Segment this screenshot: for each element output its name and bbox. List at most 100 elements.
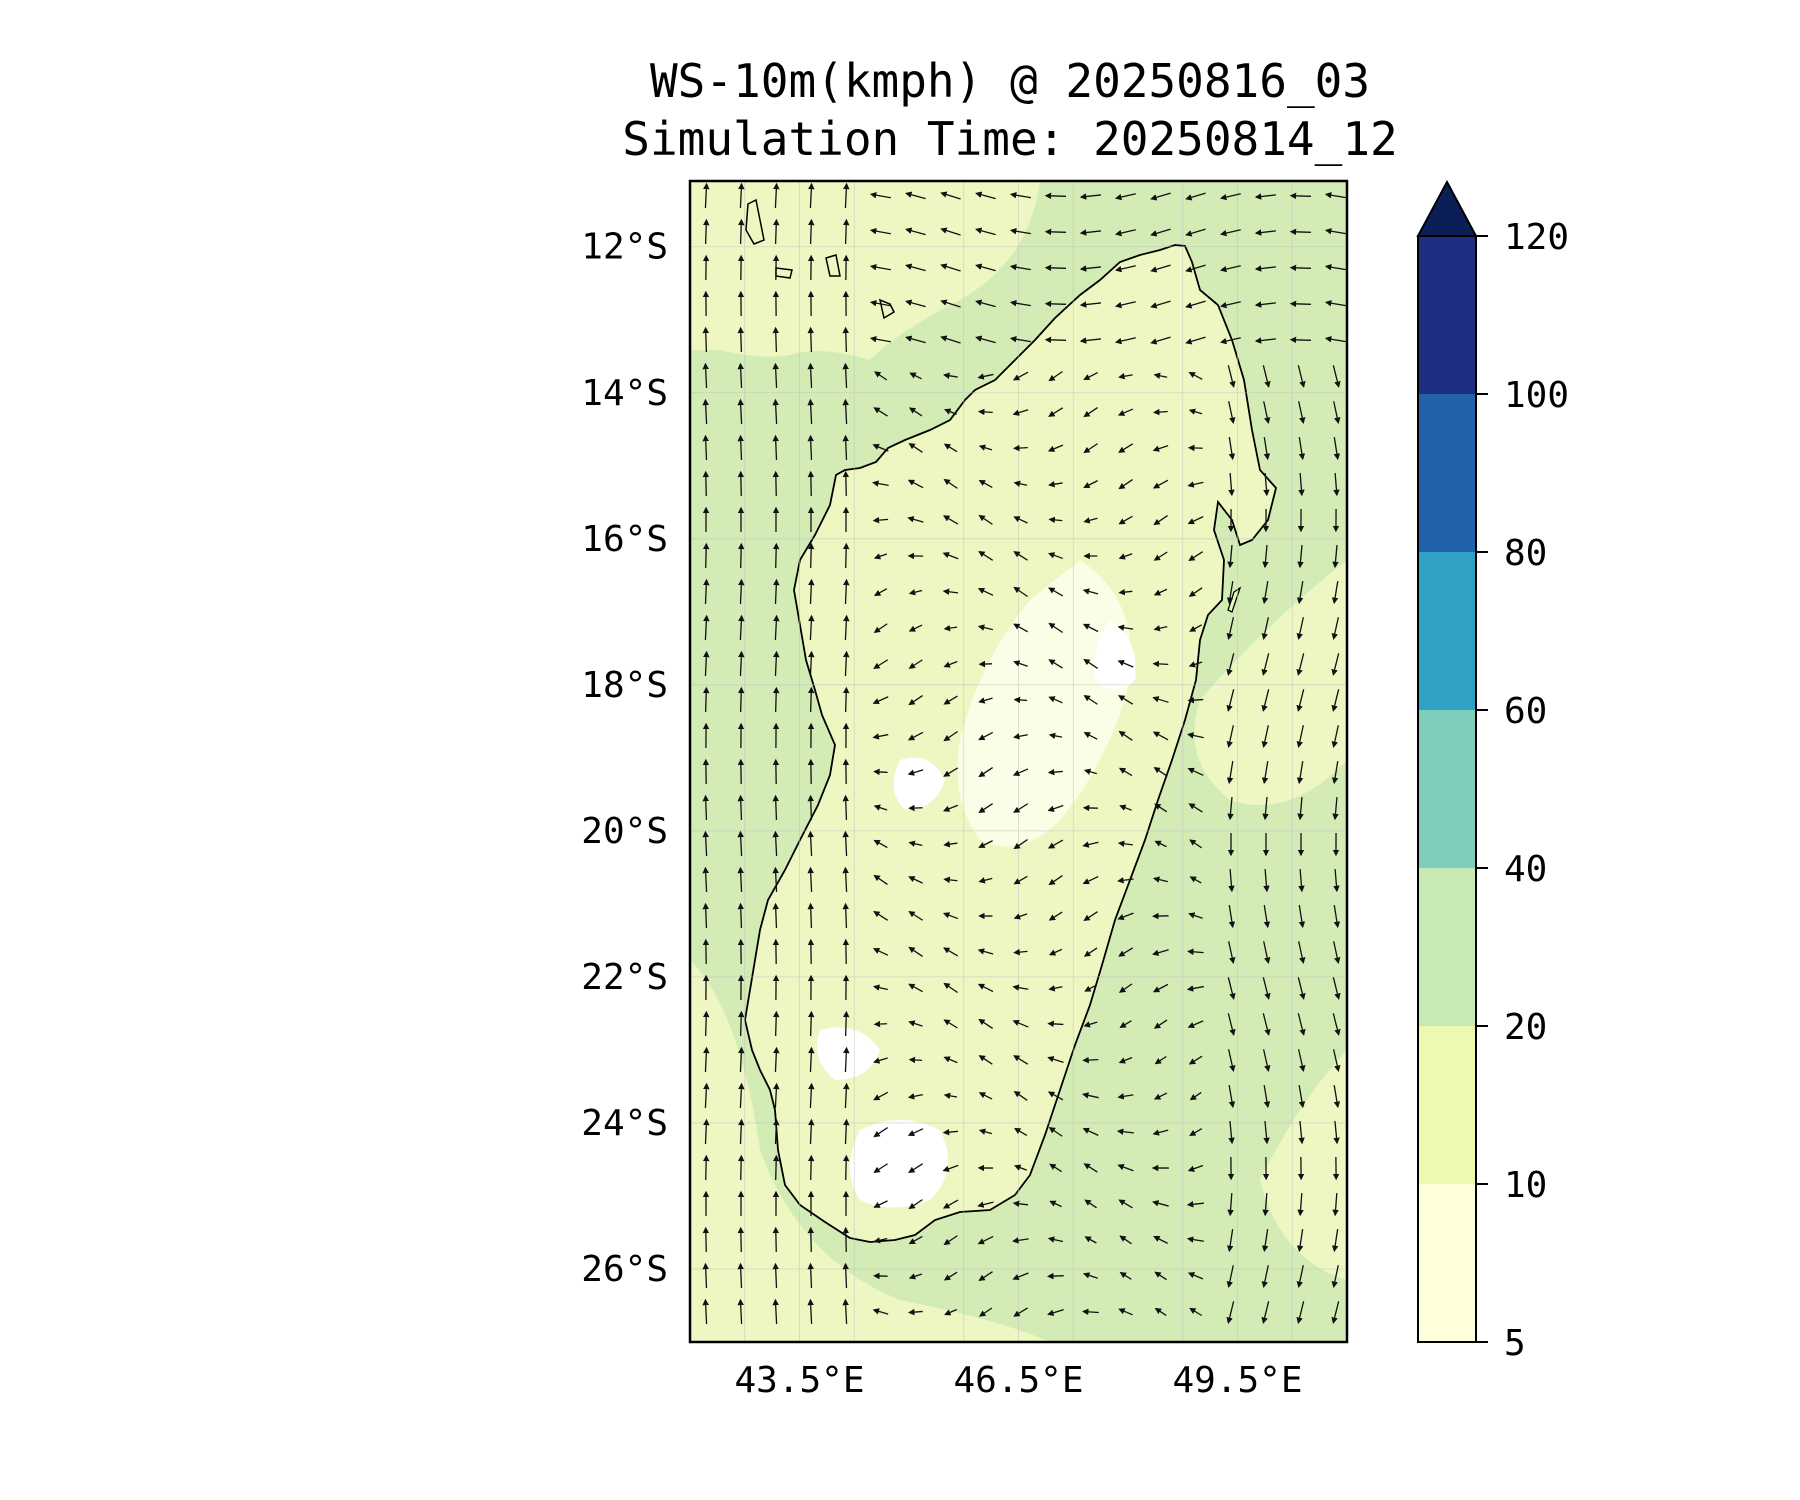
colorbar-band [1418,552,1476,710]
wind-arrow [1226,1265,1234,1289]
wind-arrow [873,1126,888,1138]
wind-arrow [1185,336,1206,345]
lat-tick-label: 24°S [581,1103,668,1144]
wind-arrow [807,686,815,713]
wind-arrow [737,794,744,821]
wind-arrow [1083,947,1098,957]
wind-arrow [1009,191,1031,199]
wind-arrow [808,578,815,605]
wind-arrow [1048,948,1063,956]
wind-arrow [1297,977,1306,1000]
wind-arrow [1012,1237,1029,1244]
colorbar-band [1418,394,1476,552]
wind-arrow [1331,1301,1340,1324]
wind-arrow [1046,1272,1064,1280]
wind-arrow [908,946,923,958]
wind-arrow [943,1235,958,1246]
wind-arrow [1228,941,1236,965]
map-area [690,181,1347,1342]
wind-arrow [943,982,958,994]
wind-arrow [842,542,850,569]
wind-arrow [772,1262,779,1289]
wind-arrow [1009,335,1031,343]
wind-arrow [1226,761,1234,785]
wind-arrow [1048,1127,1063,1137]
wind-arrow [1047,1091,1064,1101]
wind-arrow [1082,875,1099,885]
wind-arrow [1324,228,1346,235]
wind-arrow [1333,868,1340,893]
wind-arrow [873,768,888,776]
wind-arrow [1296,581,1304,605]
wind-arrow [1228,472,1235,497]
wind-arrow [1189,839,1203,849]
wind-arrow [1118,478,1133,490]
wind-arrow [1189,876,1202,884]
wind-arrow [1226,1229,1234,1253]
wind-arrow [907,479,924,489]
wind-arrow [773,650,780,677]
wind-arrow [1331,1229,1339,1253]
wind-arrow [1048,659,1063,669]
wind-arrow [1187,1164,1204,1172]
wind-arrow [1117,408,1134,416]
wind-arrow [842,1298,849,1325]
island-nw-1 [745,198,765,245]
wind-arrow [807,866,814,893]
wind-arrow [975,299,996,308]
wind-arrow [943,695,958,705]
wind-arrow [842,686,850,713]
wind-arrow [738,650,745,677]
wind-arrow [1152,1200,1169,1207]
wind-arrow [1254,265,1277,272]
wind-arrow [873,1237,888,1244]
wind-arrow [943,730,958,742]
wind-arrow [1227,1049,1236,1073]
wind-arrow [807,398,814,425]
wind-arrow [702,830,709,857]
wind-arrow [1013,1055,1029,1065]
wind-arrow [772,326,780,353]
wind-arrow [1114,193,1136,201]
wind-arrow [944,408,957,415]
wind-arrow [1153,766,1168,777]
wind-arrow [1333,905,1341,929]
wind-arrow [905,227,926,236]
wind-arrow [703,1082,710,1109]
wind-arrow [1227,796,1234,821]
wind-arrow [1226,617,1235,641]
wind-arrow [1047,1056,1064,1064]
wind-arrow [1049,1200,1062,1208]
wind-arrow [842,1226,850,1253]
wind-arrow [1153,588,1168,596]
wind-arrow [1188,408,1203,415]
wind-arrow [1153,551,1168,561]
wind-arrow [1048,552,1063,560]
wind-arrow [807,1298,814,1325]
wind-arrow [1047,444,1064,452]
map-title-line1: WS-10m(kmph) @ 20250816_03 [649,54,1371,108]
wind-arrow [1118,1056,1133,1064]
wind-arrow [737,1226,745,1253]
wind-arrow [1152,876,1168,883]
wind-arrow [1154,1055,1167,1065]
wind-arrow [1012,1019,1029,1028]
wind-arrow [1117,624,1134,631]
wind-arrow [1219,193,1241,201]
wind-arrow [1118,373,1133,380]
lon-tick-label: 43.5°E [734,1360,864,1401]
lat-tick-label: 12°S [581,227,668,268]
wind-arrow [873,1020,888,1028]
wind-arrow [1083,371,1098,381]
wind-arrow [1084,1199,1097,1209]
wind-arrow [1227,544,1234,569]
wind-arrow [1047,839,1064,849]
wind-arrow [1013,586,1028,598]
colorbar-band [1418,710,1476,868]
wind-arrow [908,911,923,921]
wind-arrow [1118,983,1133,993]
wind-arrow [1154,1307,1167,1317]
wind-arrow [943,1019,958,1029]
wind-arrow [908,442,923,453]
wind-arrow [773,182,780,209]
